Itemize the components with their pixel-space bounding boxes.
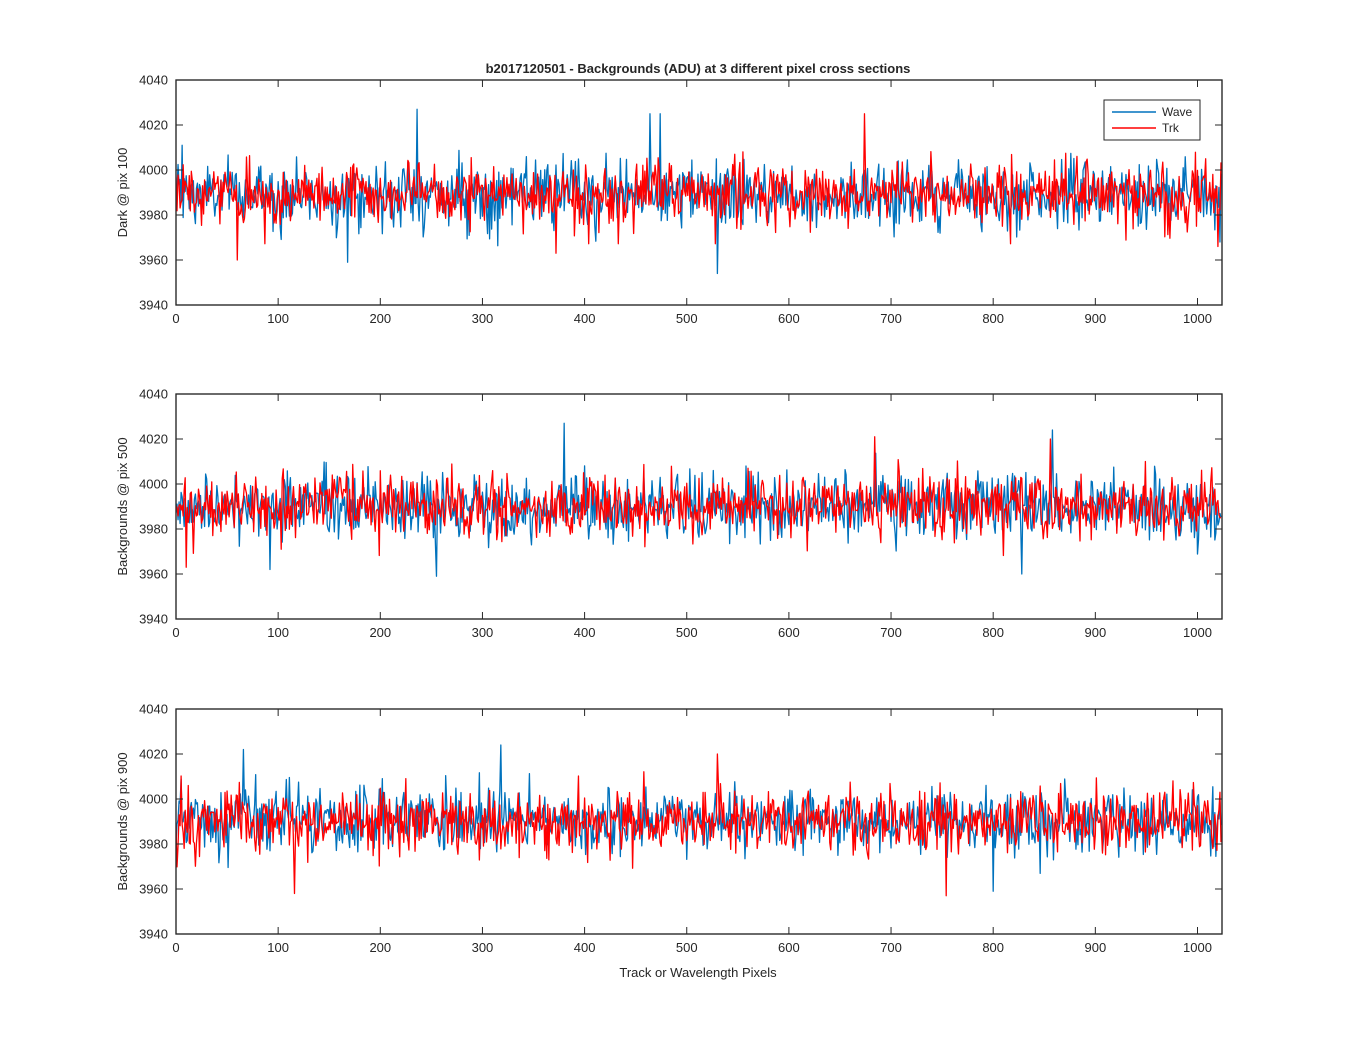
y-tick-label: 3980: [139, 208, 168, 223]
x-tick-label: 1000: [1183, 311, 1212, 326]
y-tick-label: 3960: [139, 253, 168, 268]
x-tick-label: 800: [982, 940, 1004, 955]
axes-box-3: [175, 708, 1223, 935]
y-tick-label: 4000: [139, 163, 168, 178]
x-tick-label: 400: [574, 311, 596, 326]
x-tick-label: 600: [778, 311, 800, 326]
series-line-trk-2: [176, 436, 1222, 568]
x-tick-label: 700: [880, 625, 902, 640]
x-tick-label: 400: [574, 940, 596, 955]
x-tick-label: 0: [172, 940, 179, 955]
y-tick-label: 4020: [139, 747, 168, 762]
x-tick-label: 1000: [1183, 625, 1212, 640]
x-tick-label: 300: [472, 311, 494, 326]
x-tick-label: 900: [1084, 311, 1106, 326]
legend-label-trk: Trk: [1162, 121, 1180, 135]
series-line-trk-3: [176, 753, 1222, 897]
x-tick-label: 600: [778, 625, 800, 640]
y-tick-label: 3980: [139, 837, 168, 852]
y-axis-label-1: Dark @ pix 100: [115, 148, 130, 238]
subplot-1: 0 100 200 300 400 500 600 700 800 900 1000 3940 3960…: [115, 73, 1223, 326]
x-tick-label: 700: [880, 311, 902, 326]
x-tick-label: 100: [267, 940, 289, 955]
x-tick-label: 300: [472, 625, 494, 640]
y-tick-label: 4020: [139, 432, 168, 447]
legend-box: [1103, 99, 1201, 141]
y-tick-label: 4000: [139, 792, 168, 807]
y-tick-label: 4000: [139, 477, 168, 492]
y-tick-label: 4040: [139, 702, 168, 717]
y-tick-label: 3940: [139, 612, 168, 627]
x-tick-label: 300: [472, 940, 494, 955]
x-tick-label: 800: [982, 311, 1004, 326]
x-tick-label: 400: [574, 625, 596, 640]
x-tick-label: 100: [267, 625, 289, 640]
x-tick-label: 800: [982, 625, 1004, 640]
legend-label-wave: Wave: [1162, 105, 1193, 119]
y-tick-label: 3940: [139, 298, 168, 313]
legend: Wave Trk: [1103, 99, 1201, 141]
x-tick-label: 200: [369, 311, 391, 326]
x-tick-label: 1000: [1183, 940, 1212, 955]
y-axis-label-2: Backgrounds @ pix 500: [115, 437, 130, 575]
x-tick-label: 500: [676, 940, 698, 955]
x-tick-label: 0: [172, 311, 179, 326]
x-tick-label: 600: [778, 940, 800, 955]
chart-title: b2017120501 - Backgrounds (ADU) at 3 dif…: [486, 61, 911, 76]
x-tick-label: 0: [172, 625, 179, 640]
y-axis-label-3: Backgrounds @ pix 900: [115, 752, 130, 890]
y-tick-label: 4040: [139, 387, 168, 402]
axes-box-1: [175, 79, 1223, 306]
y-tick-label: 3940: [139, 927, 168, 942]
y-tick-label: 4020: [139, 118, 168, 133]
x-tick-label: 100: [267, 311, 289, 326]
x-tick-label: 200: [369, 940, 391, 955]
x-tick-label: 700: [880, 940, 902, 955]
x-tick-label: 200: [369, 625, 391, 640]
y-tick-label: 3960: [139, 567, 168, 582]
y-tick-label: 3960: [139, 882, 168, 897]
x-tick-label: 500: [676, 311, 698, 326]
x-tick-label: 900: [1084, 940, 1106, 955]
y-tick-label: 4040: [139, 73, 168, 88]
x-tick-label: 500: [676, 625, 698, 640]
y-tick-label: 3980: [139, 522, 168, 537]
subplot-2: 0 100 200 300 400 500 600 700 800 900 1000 3940 3960…: [115, 387, 1223, 640]
x-tick-label: 900: [1084, 625, 1106, 640]
x-axis-label: Track or Wavelength Pixels: [619, 965, 777, 980]
subplot-3: 0 100 200 300 400 500 600 700 800 900 1000 3940 3960…: [115, 702, 1223, 955]
series-line-trk-1: [176, 113, 1222, 261]
axes-box-2: [175, 393, 1223, 620]
